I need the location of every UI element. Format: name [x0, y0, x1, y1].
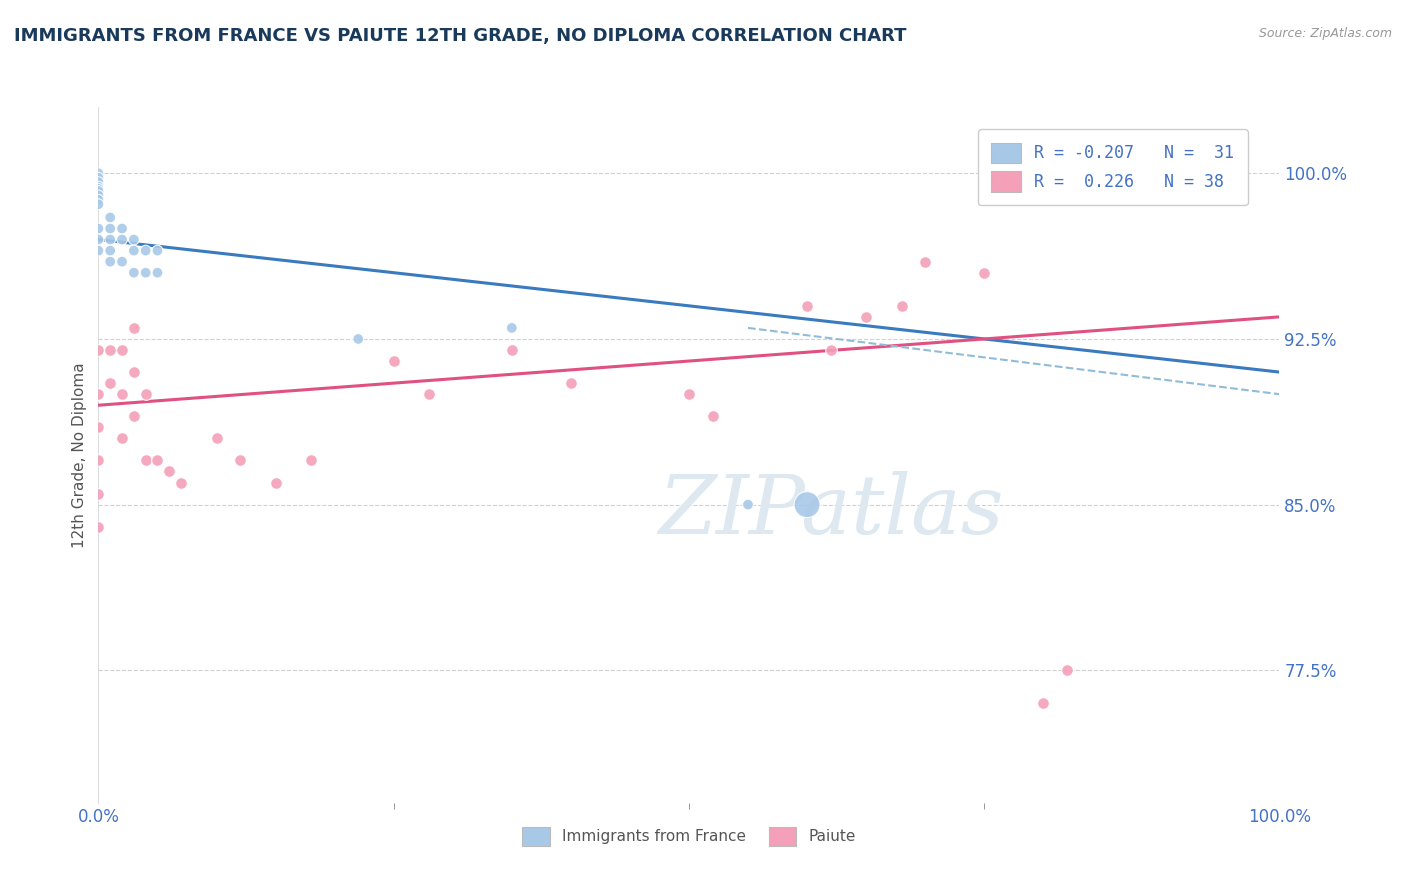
Point [87, 519, 110, 533]
Point [87, 387, 110, 401]
Point [98, 244, 121, 258]
Point [87, 453, 110, 467]
Point [157, 465, 180, 479]
Point [122, 321, 145, 335]
Point [796, 299, 818, 313]
Point [87, 188, 110, 202]
Point [146, 266, 169, 280]
Point [98, 211, 121, 225]
Point [229, 453, 252, 467]
Point [87, 179, 110, 194]
Point [1056, 663, 1078, 677]
Point [135, 266, 157, 280]
Point [135, 387, 157, 401]
Point [111, 387, 134, 401]
Point [702, 409, 724, 424]
Point [205, 431, 228, 445]
Point [87, 197, 110, 211]
Point [146, 453, 169, 467]
Point [122, 266, 145, 280]
Point [111, 254, 134, 268]
Point [122, 244, 145, 258]
Y-axis label: 12th Grade, No Diploma: 12th Grade, No Diploma [72, 362, 87, 548]
Point [87, 343, 110, 357]
Point [135, 244, 157, 258]
Point [1032, 697, 1054, 711]
Point [87, 193, 110, 207]
Point [98, 221, 121, 235]
Point [111, 221, 134, 235]
Point [264, 475, 287, 490]
Point [87, 170, 110, 185]
Text: ZIPatlas: ZIPatlas [658, 471, 1004, 550]
Point [111, 343, 134, 357]
Point [820, 343, 842, 357]
Point [890, 299, 912, 313]
Text: IMMIGRANTS FROM FRANCE VS PAIUTE 12TH GRADE, NO DIPLOMA CORRELATION CHART: IMMIGRANTS FROM FRANCE VS PAIUTE 12TH GR… [14, 27, 907, 45]
Point [796, 498, 818, 512]
Point [87, 420, 110, 434]
Text: Source: ZipAtlas.com: Source: ZipAtlas.com [1258, 27, 1392, 40]
Point [111, 233, 134, 247]
Point [737, 498, 759, 512]
Point [418, 387, 440, 401]
Point [87, 486, 110, 500]
Point [98, 343, 121, 357]
Point [135, 453, 157, 467]
Point [87, 233, 110, 247]
Point [560, 376, 582, 391]
Point [98, 233, 121, 247]
Point [87, 175, 110, 189]
Point [382, 354, 405, 368]
Legend: Immigrants from France, Paiute: Immigrants from France, Paiute [510, 814, 868, 858]
Point [87, 166, 110, 180]
Point [170, 475, 193, 490]
Point [122, 409, 145, 424]
Point [146, 244, 169, 258]
Point [87, 244, 110, 258]
Point [87, 221, 110, 235]
Point [973, 266, 995, 280]
Point [855, 310, 877, 324]
Point [122, 233, 145, 247]
Point [98, 376, 121, 391]
Point [87, 182, 110, 196]
Point [678, 387, 700, 401]
Point [87, 184, 110, 198]
Point [98, 254, 121, 268]
Point [501, 321, 523, 335]
Point [347, 332, 370, 346]
Point [299, 453, 322, 467]
Point [914, 254, 936, 268]
Point [501, 343, 523, 357]
Point [122, 365, 145, 379]
Point [111, 431, 134, 445]
